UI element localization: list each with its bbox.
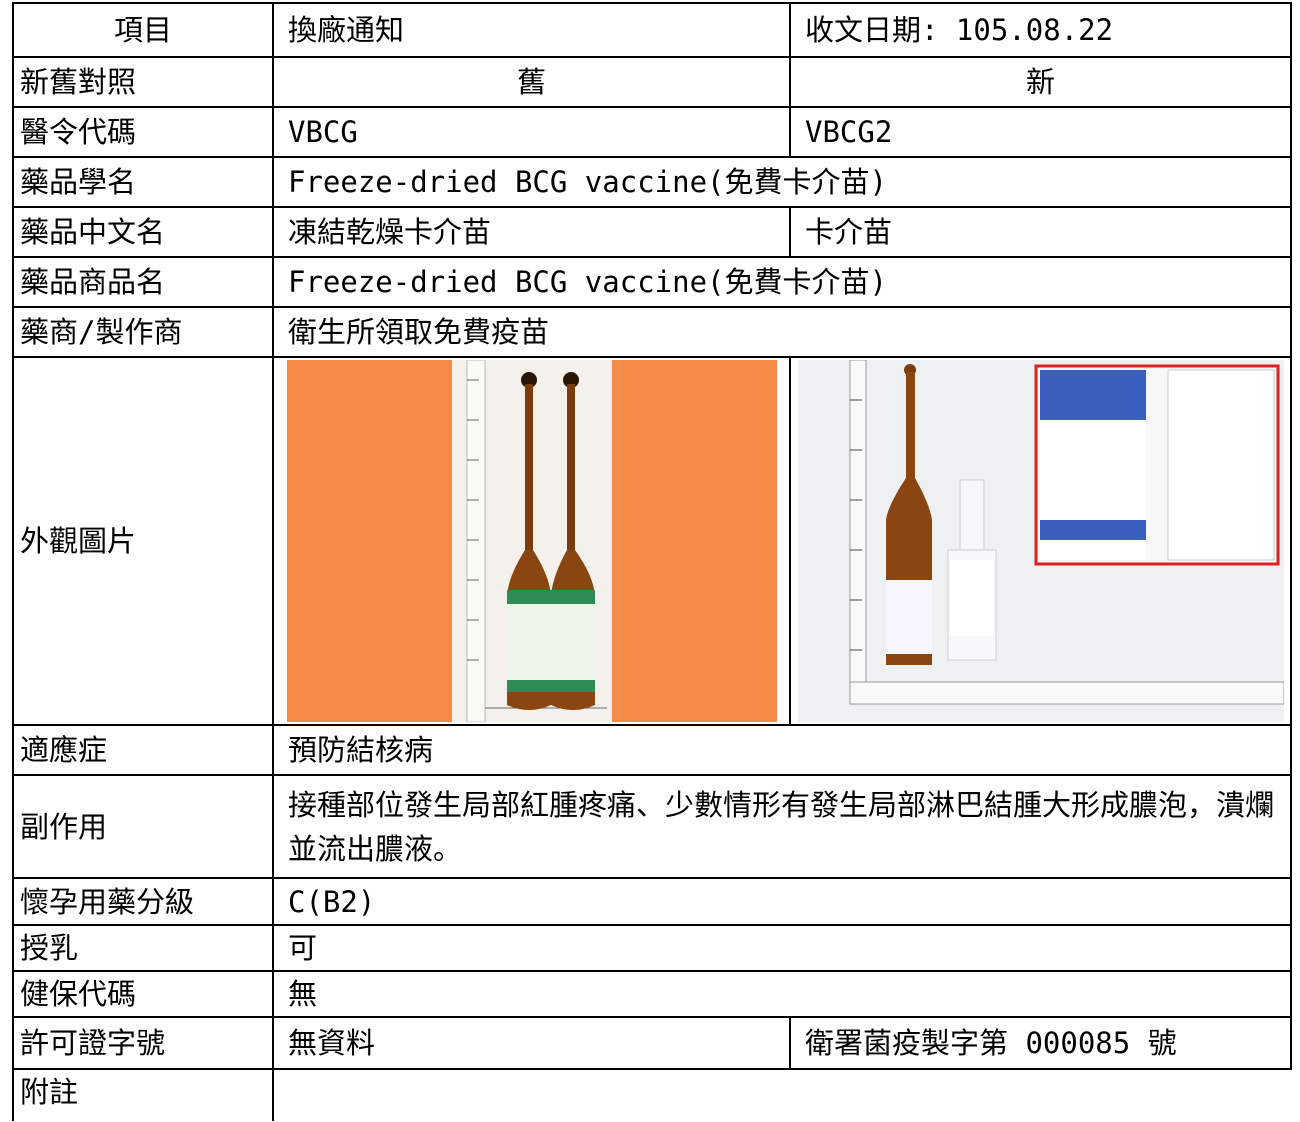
cell: 舊 [272,56,791,108]
row: 藥品學名 Freeze-dried BCG vaccine(免費卡介苗) [12,156,1292,208]
label: 許可證字號 [12,1016,274,1070]
cell: VBCG [272,106,791,158]
cell: 收文日期: 105.08.22 [789,2,1292,58]
cell: VBCG2 [789,106,1292,158]
row: 授乳 可 [12,924,1292,972]
label: 項目 [12,2,274,58]
label: 藥品學名 [12,156,274,208]
cell: Freeze-dried BCG vaccine(免費卡介苗) [272,256,1292,308]
row: 藥品商品名 Freeze-dried BCG vaccine(免費卡介苗) [12,256,1292,308]
label: 適應症 [12,724,274,776]
row: 適應症 預防結核病 [12,724,1292,776]
label: 醫令代碼 [12,106,274,158]
cell: 衛署菌疫製字第 000085 號 [789,1016,1292,1070]
cell: 卡介苗 [789,206,1292,258]
cell: 接種部位發生局部紅腫疼痛、少數情形有發生局部淋巴結腫大形成膿泡，潰爛並流出膿液。 [272,774,1292,879]
label: 附註 [12,1068,274,1121]
label: 副作用 [12,774,274,879]
row: 藥品中文名 凍結乾燥卡介苗 卡介苗 [12,206,1292,258]
label: 新舊對照 [12,56,274,108]
cell [272,1068,1291,1121]
cell: 新 [789,56,1292,108]
old-product-photo [286,360,777,722]
cell: 無資料 [272,1016,791,1070]
new-product-photo [797,360,1284,722]
row: 醫令代碼 VBCG VBCG2 [12,106,1292,158]
cell: 凍結乾燥卡介苗 [272,206,791,258]
drug-table: 項目 換廠通知 收文日期: 105.08.22 新舊對照 舊 新 醫令代碼 VB… [12,2,1292,1121]
label: 藥品中文名 [12,206,274,258]
cell: 換廠通知 [272,2,791,58]
cell: 衛生所領取免費疫苗 [272,306,1292,358]
label: 藥商/製作商 [12,306,274,358]
cell: 預防結核病 [272,724,1292,776]
cell: 無 [272,970,1292,1018]
row: 附註 [12,1068,1291,1121]
cell: 可 [272,924,1292,972]
row: 健保代碼 無 [12,970,1292,1018]
row: 懷孕用藥分級 C(B2) [12,877,1292,926]
row: 外觀圖片 [12,356,1292,726]
label: 外觀圖片 [12,356,274,726]
label: 藥品商品名 [12,256,274,308]
row: 副作用 接種部位發生局部紅腫疼痛、少數情形有發生局部淋巴結腫大形成膿泡，潰爛並流… [12,774,1292,879]
image-cell [789,356,1292,726]
row: 項目 換廠通知 收文日期: 105.08.22 [12,2,1292,58]
row: 新舊對照 舊 新 [12,56,1292,108]
row: 藥商/製作商 衛生所領取免費疫苗 [12,306,1292,358]
label: 懷孕用藥分級 [12,877,274,926]
image-cell [272,356,791,726]
cell: Freeze-dried BCG vaccine(免費卡介苗) [272,156,1292,208]
row: 許可證字號 無資料 衛署菌疫製字第 000085 號 [12,1016,1292,1070]
label: 健保代碼 [12,970,274,1018]
label: 授乳 [12,924,274,972]
cell: C(B2) [272,877,1292,926]
